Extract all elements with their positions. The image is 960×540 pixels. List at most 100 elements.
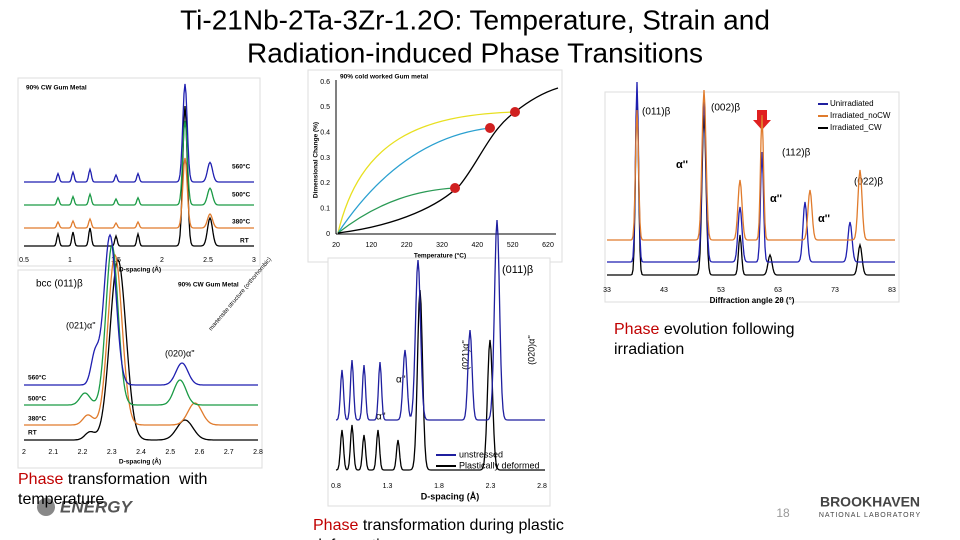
x-tick-label: 2.1 [48, 449, 58, 456]
legend-label: unstressed [459, 449, 503, 459]
panel-irradiation [604, 91, 900, 303]
legend-label: Irradiated_CW [830, 123, 882, 132]
annotation: (112)β [782, 148, 811, 159]
x-tick-label: 320 [436, 242, 448, 249]
annotation: (011)β [502, 264, 533, 276]
annotation: α'' [376, 412, 386, 423]
spectrum-trace [24, 83, 254, 183]
spectrum-trace [607, 94, 895, 276]
spectrum-trace [24, 105, 254, 247]
panel-title: 90% CW Gum Metal [26, 85, 87, 92]
x-tick-label: 0.8 [331, 483, 341, 490]
legend-label: Plastically deformed [459, 460, 540, 470]
annotation: (020)α'' [165, 348, 195, 358]
x-tick-label: 1.8 [434, 483, 444, 490]
spectrum-trace [24, 233, 258, 386]
trace-label: 380°C [28, 415, 46, 423]
x-tick-label: 63 [774, 287, 782, 294]
annotation: bcc (011)β [36, 279, 83, 290]
logo-subtext: NATIONAL LABORATORY [819, 512, 921, 519]
spectrum-trace [335, 289, 545, 471]
marker [485, 123, 495, 133]
y-tick-label: 0.5 [320, 104, 330, 111]
trace-label: 500°C [232, 191, 250, 199]
x-tick-label: 53 [717, 287, 725, 294]
caption-text: transformation with temperature [18, 471, 212, 508]
trace-label: 500°C [28, 395, 46, 403]
x-tick-label: 2 [22, 449, 26, 456]
y-tick-label: 0.4 [320, 130, 330, 137]
spectrum-trace [24, 120, 254, 206]
x-tick-label: 43 [660, 287, 668, 294]
legend-label: Unirradiated [830, 99, 874, 108]
spectrum-trace [24, 243, 258, 406]
x-tick-label: 3 [252, 257, 256, 264]
x-tick-label: 2 [160, 257, 164, 264]
x-tick-label: 620 [542, 242, 554, 249]
x-tick-label: 2.2 [78, 449, 88, 456]
logo-text: BROOKHAVEN [820, 494, 920, 510]
x-tick-label: 120 [365, 242, 377, 249]
panel-dilatometry [307, 69, 563, 263]
x-axis-label: Diffraction angle 2θ (°) [710, 296, 795, 305]
caption-text: transformation during plastic deformatio… [313, 517, 564, 540]
x-tick-label: 1.5 [111, 257, 121, 264]
annotation: (002)β [711, 103, 740, 114]
x-axis-label: D-spacing (Å) [421, 491, 480, 501]
annotation: α'' [770, 193, 782, 205]
x-tick-label: 2.8 [537, 483, 547, 490]
x-tick-label: 73 [831, 287, 839, 294]
y-tick-label: 0.3 [320, 155, 330, 162]
x-tick-label: 2.8 [253, 449, 263, 456]
x-tick-label: 2.5 [165, 449, 175, 456]
trace-label: RT [28, 430, 37, 437]
dilatometry-curve [337, 127, 491, 234]
dilatometry-curve [337, 111, 516, 234]
title-line: Ti-21Nb-2Ta-3Zr-1.2O: Temperature, Strai… [180, 4, 770, 35]
annotation: α'' [396, 375, 406, 386]
x-tick-label: 520 [507, 242, 519, 249]
spectrum-trace [24, 258, 258, 441]
spectrum-trace [24, 253, 258, 426]
marker [510, 107, 520, 117]
caption-highlight: Phase [18, 471, 64, 488]
trace-label: RT [240, 238, 249, 245]
x-axis-label: Temperature (°C) [414, 252, 466, 260]
x-tick-label: 2.4 [136, 449, 146, 456]
x-tick-label: 220 [401, 242, 413, 249]
annotation: (021)α'' [66, 320, 96, 330]
legend-label: Irradiated_noCW [830, 111, 891, 120]
y-tick-label: 0.6 [320, 79, 330, 86]
trace-label: 560°C [232, 163, 250, 171]
dilatometry-curve [337, 187, 456, 234]
page-number: 18 [776, 506, 790, 520]
y-tick-label: 0.1 [320, 206, 330, 213]
x-tick-label: 2.5 [203, 257, 213, 264]
y-tick-label: 0.2 [320, 180, 330, 187]
y-axis-label: Dimensional Change (%) [313, 122, 320, 198]
caption: Phase transformation during plastic defo… [313, 516, 613, 540]
caption: Phase transformation with temperature [18, 470, 248, 510]
x-tick-label: 2.7 [224, 449, 234, 456]
x-tick-label: 83 [888, 287, 896, 294]
x-tick-label: 2.6 [195, 449, 205, 456]
x-tick-label: 0.5 [19, 257, 29, 264]
x-tick-label: 20 [332, 242, 340, 249]
x-tick-label: 1 [68, 257, 72, 264]
panel-temperature-zoom [17, 269, 263, 469]
x-tick-label: 33 [603, 287, 611, 294]
panel-title: 90% cold worked Gum metal [340, 74, 428, 81]
annotation: (020)α'' [526, 335, 536, 365]
dilatometry-curve [337, 87, 559, 234]
x-tick-label: 1.3 [383, 483, 393, 490]
annotation: (021)α'' [460, 340, 470, 370]
spectrum-trace [335, 219, 545, 421]
caption: Phase evolution following irradiation [614, 320, 844, 360]
caption-text: evolution following irradiation [614, 321, 795, 358]
title-line: Radiation-induced Phase Transitions [247, 37, 703, 68]
annotation: α'' [676, 159, 688, 171]
x-axis-label: D-spacing (Å) [119, 457, 161, 466]
annotation: (011)β [642, 107, 671, 118]
